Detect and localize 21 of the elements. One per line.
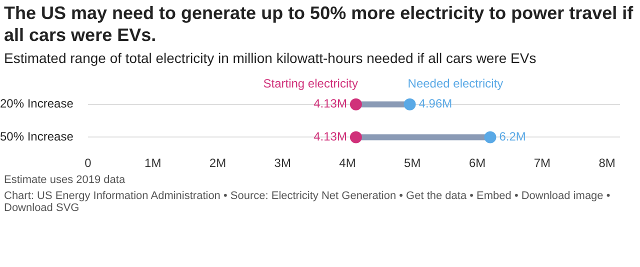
x-tick-label: 8M	[598, 156, 616, 170]
x-tick-label: 3M	[274, 156, 291, 170]
text: Estimate uses 2019 data	[4, 174, 126, 186]
x-tick-label: 2M	[209, 156, 226, 170]
y-tick-label: 50% Increase	[0, 130, 74, 144]
chart-title: The US may need to generate up to 50% more electricity to power travel if all cars were EVs.	[4, 2, 634, 46]
data-label: 4.13M	[314, 130, 347, 144]
x-tick-label: 6M	[468, 156, 486, 170]
x-tick-label: 4M	[339, 156, 356, 170]
series-label: Needed electricity	[408, 76, 504, 91]
series-label: Starting electricity	[263, 76, 358, 91]
x-tick-label: 7M	[534, 156, 550, 170]
data-label: 6.2M	[499, 130, 526, 144]
x-tick-label: 5M	[404, 156, 421, 170]
chart-subtitle: Estimated range of total electricity in million kilowatt-hours needed if all cars were EVs	[4, 50, 538, 66]
text: Chart: US Energy Information Administration • Source: Electricity Net Generation • Get the data • Embed • Download image • Download SVG	[4, 190, 612, 214]
data-label: 4.13M	[314, 96, 347, 111]
data-label: 4.96M	[418, 96, 452, 111]
y-tick-label: 20% Increase	[0, 96, 74, 111]
x-tick-label: 1M	[144, 156, 162, 170]
x-tick-label: 0	[84, 156, 92, 170]
